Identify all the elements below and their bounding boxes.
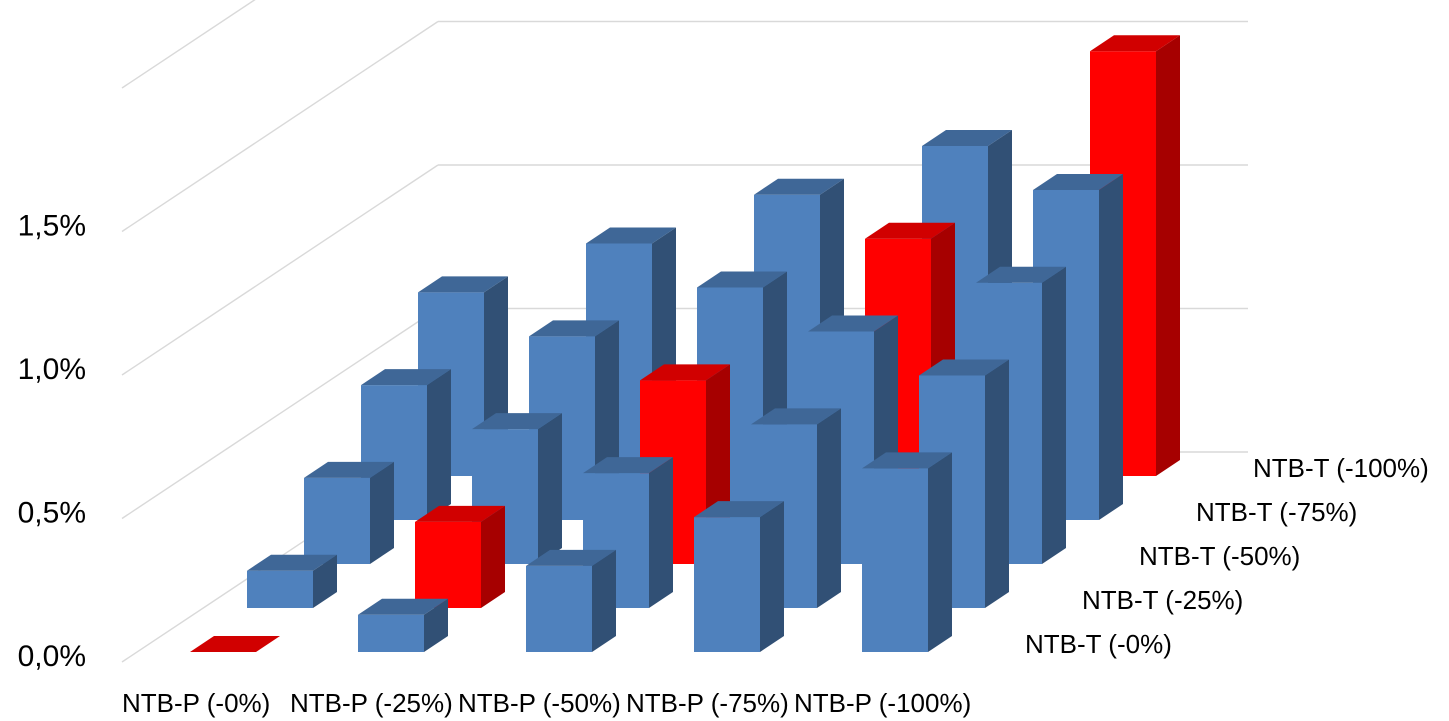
- bar: [304, 461, 394, 564]
- y-tick-label: 0,0%: [18, 640, 86, 673]
- gridline-diagonal: [121, 0, 256, 89]
- bar-top: [862, 452, 952, 469]
- gridline-diagonal: [121, 164, 439, 376]
- bar-side: [427, 369, 451, 520]
- bar-side: [985, 359, 1009, 608]
- bar-side: [370, 461, 394, 564]
- x-tick-label: NTB-P (-25%): [290, 688, 453, 718]
- bar: [862, 452, 952, 652]
- bar: [415, 505, 505, 608]
- bar-top: [640, 364, 730, 381]
- bar-front: [862, 468, 928, 652]
- bar-side: [760, 501, 784, 652]
- bar-side: [538, 413, 562, 564]
- bar-front: [526, 565, 592, 652]
- bar-top: [922, 129, 1012, 146]
- bar-top: [583, 457, 673, 474]
- bar-top: [976, 266, 1066, 283]
- bar-top: [808, 315, 898, 332]
- bar-top: [247, 554, 337, 571]
- bar-side: [1099, 173, 1123, 520]
- bar-side: [649, 457, 673, 608]
- bar: [190, 636, 280, 652]
- bar-side: [424, 598, 448, 652]
- y-tick-label: 1,5%: [18, 210, 86, 243]
- bar-top: [418, 276, 508, 293]
- bar-front: [358, 614, 424, 652]
- bar-front: [304, 477, 370, 564]
- x-tick-label: NTB-P (-75%): [626, 688, 789, 718]
- x-tick-label: NTB-P (-0%): [122, 688, 270, 718]
- x-axis: NTB-P (-0%) NTB-P (-25%) NTB-P (-50%) NTB-P…: [122, 688, 971, 718]
- gridline-diagonal: [121, 20, 439, 233]
- bar: [358, 598, 448, 652]
- bar-side: [928, 452, 952, 652]
- bar-top: [751, 408, 841, 425]
- series-label: NTB-T (-100%): [1253, 453, 1429, 483]
- series-label: NTB-T (-50%): [1139, 541, 1300, 571]
- y-tick-label: 1,0%: [18, 353, 86, 386]
- bar: [526, 549, 616, 652]
- bar-side: [481, 505, 505, 608]
- bar-top: [865, 222, 955, 239]
- bar-side: [1156, 35, 1180, 477]
- bar-front: [247, 570, 313, 608]
- bar-top: [1090, 35, 1180, 52]
- bar-top: [1033, 173, 1123, 190]
- y-axis: 0,0% 0,5% 1,0% 1,5%: [18, 210, 86, 674]
- series-label: NTB-T (-25%): [1082, 585, 1243, 615]
- series-axis: NTB-T (-0%) NTB-T (-25%) NTB-T (-50%) NTB-T…: [1025, 453, 1429, 659]
- y-tick-label: 0,5%: [18, 497, 86, 530]
- bar-front: [694, 517, 760, 652]
- bar-top: [529, 320, 619, 337]
- bar-side: [592, 549, 616, 652]
- bar-top: [415, 505, 505, 522]
- bar-top: [526, 549, 616, 566]
- bar: [247, 554, 337, 608]
- x-tick-label: NTB-P (-50%): [458, 688, 621, 718]
- bar-top: [754, 178, 844, 195]
- gridline-diagonal: [121, 307, 439, 520]
- bar-top: [190, 636, 280, 652]
- bar-top: [694, 501, 784, 518]
- bars: [190, 35, 1180, 652]
- bar-side: [1042, 266, 1066, 564]
- bar: [694, 501, 784, 652]
- series-label: NTB-T (-0%): [1025, 629, 1172, 659]
- series-label: NTB-T (-75%): [1196, 497, 1357, 527]
- bar-top: [919, 359, 1009, 376]
- bar-side: [313, 554, 337, 608]
- bar-top: [697, 271, 787, 288]
- bar-top: [361, 369, 451, 386]
- bar-front: [415, 521, 481, 608]
- bar-top: [472, 413, 562, 430]
- bar-side: [817, 408, 841, 608]
- bar-top: [586, 227, 676, 244]
- bar-top: [304, 461, 394, 478]
- x-tick-label: NTB-P (-100%): [794, 688, 971, 718]
- bar-top: [358, 598, 448, 615]
